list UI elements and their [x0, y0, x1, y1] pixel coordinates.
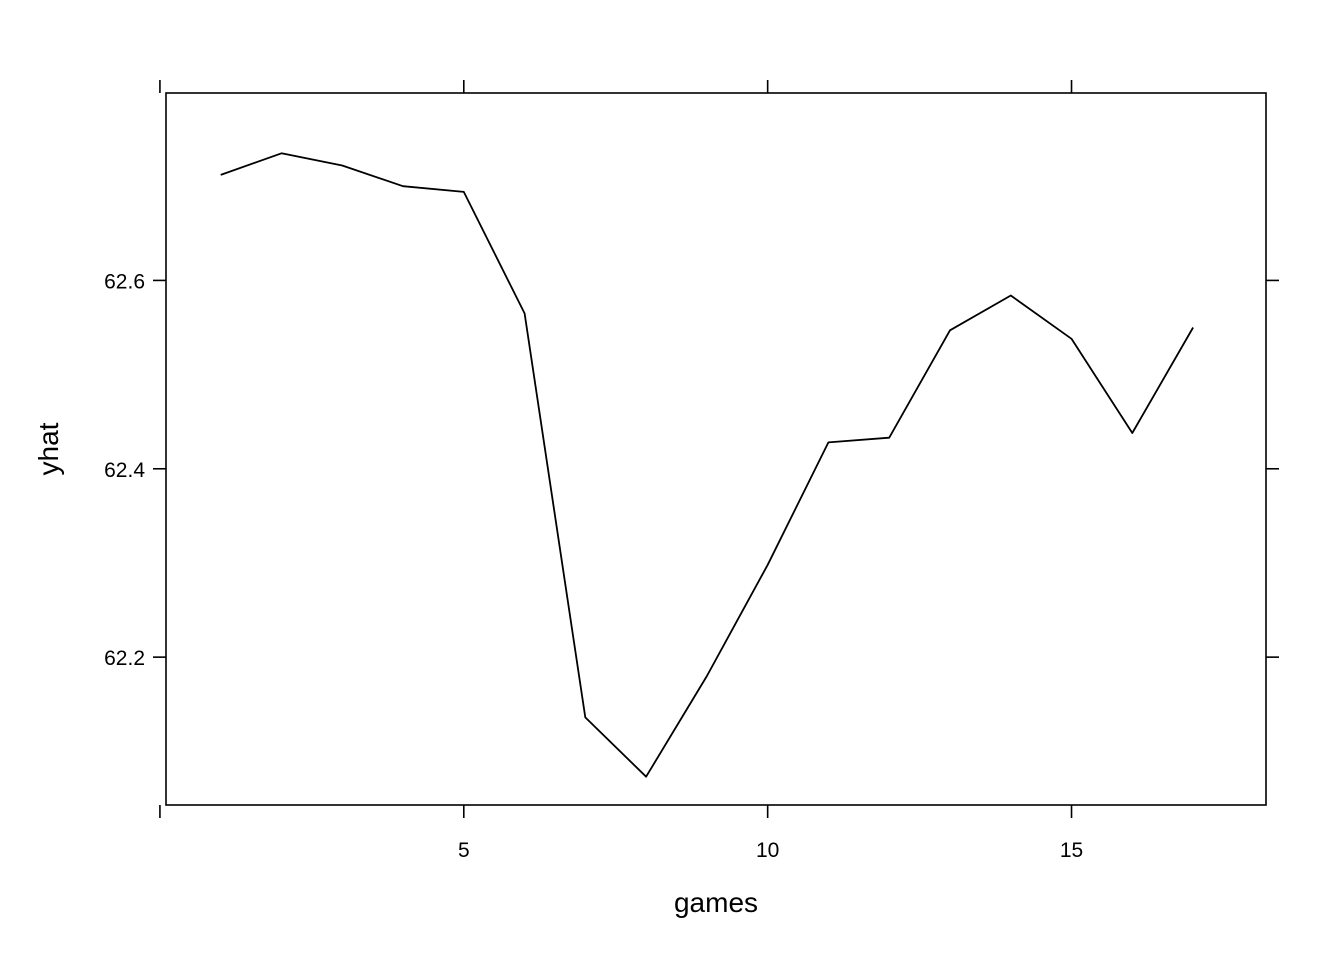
y-ticks-right: [1266, 279, 1279, 658]
x-ticks-top: [159, 80, 1073, 93]
y-axis-title: yhat: [33, 422, 64, 475]
x-tick-labels: 5 10 15: [458, 839, 1083, 862]
plot-frame: [165, 92, 1267, 806]
series-group: [220, 152, 1194, 778]
x-axis-title: games: [674, 887, 758, 918]
y-tick-labels: 62.2 62.4 62.6: [104, 270, 145, 670]
series-line-0: [220, 152, 1194, 778]
x-tick-label: 10: [756, 839, 779, 862]
y-tick-label: 62.6: [104, 270, 145, 293]
y-tick-label: 62.2: [104, 647, 145, 670]
y-tick-label: 62.4: [104, 459, 145, 482]
x-tick-label: 15: [1060, 839, 1083, 862]
y-ticks-left: [153, 279, 166, 658]
x-ticks-bottom: [159, 805, 1073, 818]
x-tick-label: 5: [458, 839, 470, 862]
